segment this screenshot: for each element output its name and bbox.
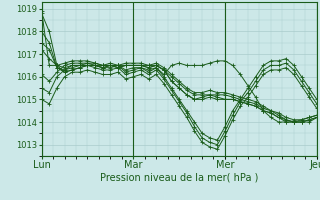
X-axis label: Pression niveau de la mer( hPa ): Pression niveau de la mer( hPa ) <box>100 173 258 183</box>
